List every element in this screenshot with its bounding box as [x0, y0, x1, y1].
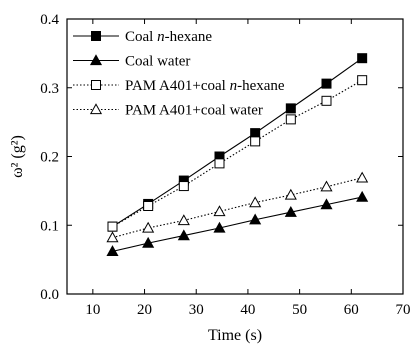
y-tick-label: 0.1 [40, 218, 59, 234]
data-point [213, 221, 226, 233]
legend-label: Coal n-hexane [125, 29, 212, 45]
data-point [250, 128, 261, 139]
series-line [112, 57, 363, 228]
x-tick-label: 10 [85, 302, 100, 318]
series-2 [106, 190, 369, 257]
data-point [284, 205, 297, 217]
legend-entry-1: Coal n-hexane [73, 29, 212, 45]
legend-label: PAM A401+coal n-hexane [125, 78, 285, 94]
data-point [106, 231, 119, 243]
y-tick-label: 0.4 [40, 12, 59, 28]
data-point [320, 198, 333, 210]
data-point [177, 229, 190, 241]
data-point [213, 205, 226, 217]
legend: Coal n-hexane Coal water PAM A401+coal n-h… [73, 29, 285, 119]
legend-label: PAM A401+coal water [125, 103, 263, 119]
y-axis-title: ω² (g²) [9, 135, 26, 178]
x-tick-label: 70 [396, 302, 411, 318]
data-point [321, 95, 332, 106]
x-tick-label: 60 [344, 302, 359, 318]
legend-entry-4: PAM A401+coal water [73, 103, 263, 119]
legend-marker [91, 31, 101, 41]
data-point [177, 214, 190, 226]
data-point [285, 103, 296, 114]
data-point [178, 181, 189, 192]
series-3 [107, 75, 368, 232]
series-layer [106, 53, 369, 257]
legend-entry-3: PAM A401+coal n-hexane [73, 78, 285, 94]
x-tick-label: 50 [292, 302, 307, 318]
legend-marker [91, 80, 101, 90]
data-point [143, 201, 154, 211]
axis-ticks: 10 20 30 40 50 60 70 0.0 0.1 0.2 0.3 0.4 [40, 12, 410, 318]
data-point [285, 114, 296, 125]
series-line [112, 196, 363, 252]
data-point [142, 236, 155, 248]
y-tick-label: 0.2 [40, 150, 59, 166]
legend-entry-2: Coal water [73, 54, 190, 70]
data-point [357, 75, 368, 86]
legend-label: Coal water [125, 54, 190, 70]
y-tick-label: 0.3 [40, 81, 59, 97]
data-point [249, 196, 262, 208]
data-point [284, 188, 297, 200]
data-point [214, 158, 225, 169]
data-point [249, 213, 262, 225]
data-point [106, 245, 119, 257]
x-tick-label: 20 [137, 302, 152, 318]
data-point [142, 221, 155, 233]
data-point [356, 171, 369, 183]
series-line [112, 79, 363, 228]
legend-marker [89, 103, 103, 115]
x-tick-label: 40 [240, 302, 255, 318]
data-point [250, 136, 261, 147]
data-point [356, 190, 369, 202]
series-4 [106, 171, 369, 243]
y-tick-label: 0.0 [40, 287, 59, 303]
data-point [321, 78, 332, 89]
x-axis-title: Time (s) [208, 327, 262, 344]
legend-marker [89, 54, 103, 66]
x-tick-label: 30 [189, 302, 204, 318]
data-point [357, 53, 368, 64]
data-point [107, 221, 118, 232]
series-line [112, 177, 363, 239]
data-point [320, 180, 333, 192]
